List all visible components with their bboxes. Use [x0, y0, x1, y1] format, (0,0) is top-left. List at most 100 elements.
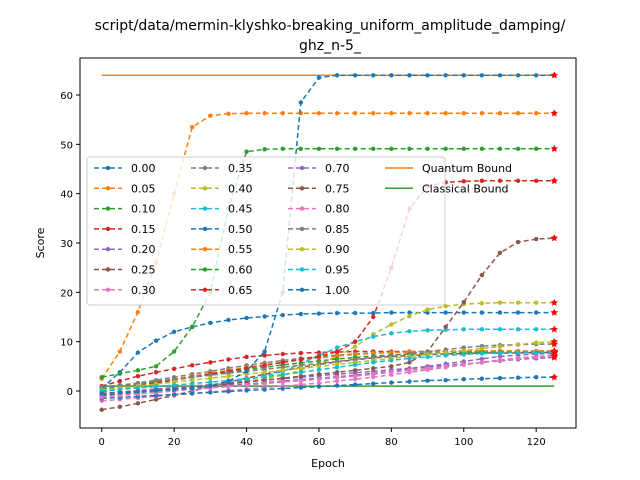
- y-tick-label: 0: [67, 387, 73, 398]
- data-point: [497, 178, 503, 184]
- data-point: [479, 327, 485, 332]
- x-axis: 0 20 40 60 80 100 120: [99, 428, 546, 448]
- data-point: [117, 378, 123, 384]
- data-point: [533, 354, 539, 360]
- data-point: [425, 146, 430, 151]
- data-point: [515, 350, 521, 355]
- max-star-marker: [550, 308, 559, 316]
- series-line-20: [101, 74, 555, 395]
- legend-marker: [299, 186, 305, 191]
- legend-label: 0.50: [228, 223, 253, 236]
- data-point: [298, 378, 304, 383]
- legend-label: 0.65: [228, 284, 253, 297]
- series-line-17: [101, 343, 555, 388]
- data-point: [298, 370, 304, 375]
- series-line-2: [101, 148, 555, 378]
- data-point: [316, 311, 322, 316]
- data-point: [334, 383, 340, 388]
- data-point: [497, 111, 503, 116]
- data-point: [371, 111, 376, 116]
- data-point: [153, 370, 159, 375]
- y-tick-label: 60: [60, 91, 73, 102]
- legend-entry: 0.75: [288, 182, 350, 195]
- y-tick-label: 10: [60, 338, 73, 349]
- legend-entry: 0.95: [288, 264, 350, 277]
- data-point: [407, 313, 412, 319]
- legend-entry: 0.55: [191, 243, 253, 256]
- data-point: [497, 327, 503, 332]
- data-point: [226, 357, 231, 362]
- data-point: [316, 364, 322, 369]
- data-point: [190, 377, 195, 383]
- data-point: [171, 392, 177, 397]
- legend-entry: 0.60: [191, 264, 253, 277]
- legend-marker: [202, 206, 208, 211]
- data-point: [171, 387, 177, 392]
- data-point: [208, 379, 213, 385]
- data-point: [298, 357, 304, 362]
- x-tick-label: 120: [527, 437, 546, 448]
- data-point: [461, 111, 466, 116]
- data-point: [334, 345, 340, 350]
- legend-entry: 0.30: [94, 284, 156, 297]
- legend-entry: 1.00: [288, 284, 350, 297]
- data-point: [334, 146, 340, 151]
- data-point: [407, 356, 412, 361]
- data-point: [262, 370, 267, 375]
- legend-label: 0.10: [131, 203, 156, 216]
- data-point: [443, 377, 448, 383]
- data-point: [371, 146, 376, 151]
- data-point: [371, 366, 376, 371]
- data-point: [497, 375, 503, 381]
- data-point: [461, 179, 466, 184]
- data-point: [497, 250, 503, 256]
- data-point: [153, 338, 159, 343]
- legend-entry: 0.35: [191, 162, 253, 175]
- chart-title-line1: script/data/mermin-klyshko-breaking_unif…: [95, 18, 566, 34]
- data-point: [352, 368, 358, 373]
- data-point: [425, 307, 430, 312]
- data-point: [117, 371, 123, 376]
- data-point: [389, 364, 394, 369]
- data-point: [316, 367, 322, 372]
- y-tick-label: 30: [60, 239, 73, 250]
- data-point: [443, 303, 448, 309]
- legend-marker: [105, 226, 111, 232]
- data-point: [226, 111, 231, 116]
- data-point: [515, 310, 521, 315]
- data-point: [479, 346, 485, 351]
- data-point: [479, 310, 485, 315]
- data-point: [352, 382, 358, 387]
- x-axis-label: Epoch: [311, 457, 345, 470]
- data-point: [208, 360, 213, 365]
- legend-entry: 0.15: [94, 223, 156, 236]
- legend-label: 0.70: [325, 162, 350, 175]
- data-point: [244, 111, 249, 116]
- data-point: [99, 407, 104, 412]
- data-point: [316, 380, 322, 386]
- data-point: [280, 351, 285, 357]
- y-tick-label: 40: [60, 190, 73, 201]
- legend-label: 1.00: [325, 284, 350, 297]
- legend-label: Quantum Bound: [422, 162, 512, 175]
- data-point: [298, 385, 304, 390]
- data-point: [99, 374, 104, 380]
- data-point: [190, 124, 195, 130]
- data-point: [262, 381, 267, 386]
- data-point: [407, 146, 412, 151]
- data-point: [407, 111, 412, 116]
- legend-marker: [105, 287, 111, 292]
- data-point: [533, 236, 539, 242]
- legend-entry: 0.70: [288, 162, 350, 175]
- legend-label: 0.60: [228, 264, 253, 277]
- data-point: [208, 320, 213, 326]
- data-point: [117, 390, 123, 395]
- series-line-19: [101, 351, 555, 392]
- data-point: [262, 111, 267, 116]
- data-point: [334, 378, 340, 384]
- data-point: [171, 349, 177, 354]
- data-point: [117, 404, 123, 409]
- data-point: [135, 368, 141, 373]
- data-point: [497, 354, 503, 359]
- data-point: [334, 349, 340, 354]
